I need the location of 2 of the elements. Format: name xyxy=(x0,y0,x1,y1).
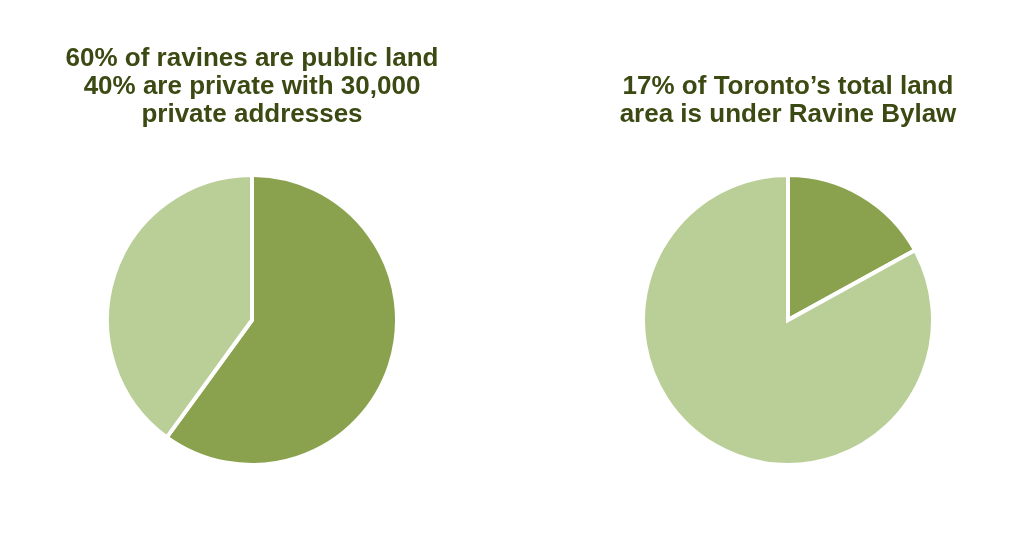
chart-title: 17% of Toronto’s total land area is under Ravine Bylaw xyxy=(619,70,958,128)
chart-title: 60% of ravines are public land 40% are private with 30,000 private addresses xyxy=(65,42,439,128)
